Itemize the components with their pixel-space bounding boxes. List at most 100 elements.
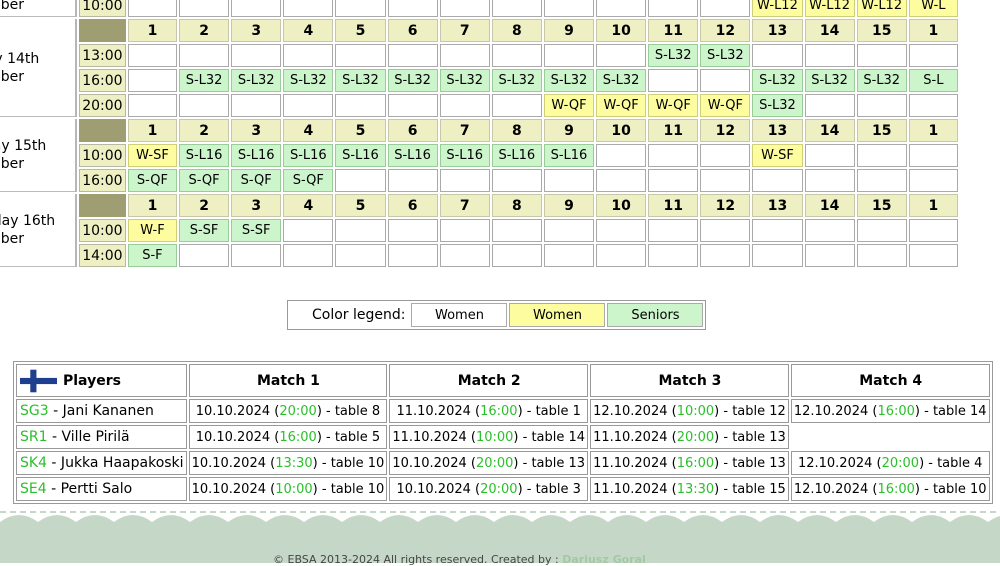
empty-cell bbox=[596, 0, 647, 17]
match-cell[interactable]: S-L16 bbox=[335, 144, 386, 167]
player-code-link[interactable]: SE4 bbox=[20, 481, 47, 497]
match-cell[interactable]: S-QF bbox=[283, 169, 334, 192]
empty-cell bbox=[596, 169, 647, 192]
match-cell[interactable]: W-QF bbox=[596, 94, 647, 117]
match-cell[interactable]: S-L32 bbox=[543, 69, 595, 92]
empty-cell bbox=[335, 0, 386, 17]
match-cell[interactable]: S-L16 bbox=[491, 144, 542, 167]
match-cell[interactable]: W-F bbox=[127, 219, 178, 242]
match-cell[interactable]: S-L32 bbox=[596, 69, 647, 92]
match-cell[interactable]: S-L32 bbox=[752, 69, 803, 92]
empty-cell bbox=[908, 244, 958, 267]
match-cell[interactable]: S-L32 bbox=[439, 69, 490, 92]
table-number-15: 15 bbox=[856, 194, 907, 217]
match-cell[interactable]: W-QF bbox=[543, 94, 595, 117]
empty-cell bbox=[283, 219, 334, 242]
empty-cell bbox=[439, 219, 490, 242]
player-cell: SK4 - Jukka Haapakoski bbox=[16, 451, 187, 475]
empty-cell bbox=[439, 244, 490, 267]
match-cell[interactable]: S-L16 bbox=[439, 144, 490, 167]
match-cell[interactable]: S-L16 bbox=[543, 144, 595, 167]
legend-women-yellow: Women bbox=[509, 303, 606, 327]
match-table: ) - table 15 bbox=[714, 481, 786, 497]
match-time: 16:00 bbox=[877, 481, 915, 497]
footer-copyright: © EBSA 2013-2024 All rights reserved. Cr… bbox=[273, 554, 646, 566]
player-code-link[interactable]: SR1 bbox=[20, 429, 48, 445]
empty-cell bbox=[596, 44, 647, 67]
match-2-cell: 11.10.2024 (16:00) - table 1 bbox=[389, 399, 589, 423]
match-time: 16:00 bbox=[480, 403, 518, 419]
player-code-link[interactable]: SK4 bbox=[20, 455, 47, 471]
table-number-13: 13 bbox=[752, 119, 803, 142]
player-row: SE4 - Pertti Salo 10.10.2024 (10:00) - ta… bbox=[16, 477, 990, 501]
empty-cell bbox=[752, 169, 803, 192]
match-cell[interactable]: S-QF bbox=[127, 169, 178, 192]
day-label: October bbox=[0, 0, 77, 17]
time-slot-row: 10:00 W-F S-SF S-SF bbox=[0, 219, 958, 242]
empty-cell bbox=[596, 244, 647, 267]
match-cell[interactable]: W-L12 bbox=[804, 0, 855, 17]
match-date: 11.10.2024 ( bbox=[392, 429, 476, 445]
player-code-link[interactable]: SG3 bbox=[20, 403, 49, 419]
match-cell[interactable]: S-L32 bbox=[231, 69, 282, 92]
match-cell[interactable]: S-QF bbox=[179, 169, 230, 192]
match-table: ) - table 10 bbox=[312, 481, 385, 497]
match-cell[interactable]: W-L12 bbox=[856, 0, 907, 17]
table-number-4: 4 bbox=[283, 119, 334, 142]
table-number-13: 13 bbox=[752, 194, 803, 217]
match-cell[interactable]: S-F bbox=[127, 244, 178, 267]
match-cell[interactable]: S-L32 bbox=[335, 69, 386, 92]
empty-cell bbox=[491, 44, 542, 67]
match-3-cell: 12.10.2024 (10:00) - table 12 bbox=[590, 399, 789, 423]
match-time: 20:00 bbox=[881, 455, 920, 471]
match-time: 10:00 bbox=[676, 403, 715, 419]
match-cell[interactable]: S-L16 bbox=[231, 144, 282, 167]
match-time: 16:00 bbox=[877, 403, 915, 419]
match-cell[interactable]: S-L32 bbox=[491, 69, 542, 92]
match-cell[interactable]: S-L16 bbox=[283, 144, 334, 167]
match-date: 10.10.2024 ( bbox=[195, 403, 280, 419]
time-slot: 20:00 bbox=[78, 94, 126, 117]
empty-cell bbox=[908, 44, 958, 67]
corner-cell bbox=[78, 19, 126, 42]
match-cell[interactable]: S-L32 bbox=[387, 69, 438, 92]
match-cell[interactable]: S-L32 bbox=[283, 69, 334, 92]
empty-cell bbox=[700, 0, 751, 17]
empty-cell bbox=[804, 94, 855, 117]
match-cell[interactable]: S-L32 bbox=[179, 69, 230, 92]
table-number-12: 12 bbox=[700, 194, 751, 217]
match-cell[interactable]: S-L32 bbox=[856, 69, 907, 92]
table-number-15: 15 bbox=[856, 119, 907, 142]
match-cell[interactable]: S-QF bbox=[231, 169, 282, 192]
match-cell[interactable]: S-L bbox=[908, 69, 958, 92]
match-cell[interactable]: S-L32 bbox=[700, 44, 751, 67]
match-cell[interactable]: S-L32 bbox=[648, 44, 699, 67]
match-cell[interactable]: S-L16 bbox=[387, 144, 438, 167]
match-cell[interactable]: S-SF bbox=[231, 219, 282, 242]
players-header-label: Players bbox=[63, 372, 121, 389]
table-number-11: 11 bbox=[648, 119, 699, 142]
match-table: ) - table 13 bbox=[513, 455, 586, 471]
match-cell[interactable]: W-SF bbox=[127, 144, 178, 167]
empty-cell bbox=[804, 144, 855, 167]
match-cell[interactable]: W-QF bbox=[648, 94, 699, 117]
match-cell[interactable]: W-SF bbox=[752, 144, 803, 167]
match-table: ) - table 10 bbox=[914, 481, 987, 497]
time-slot: 10:00 bbox=[78, 219, 126, 242]
match-cell[interactable]: W-QF bbox=[700, 94, 751, 117]
empty-cell bbox=[231, 0, 282, 17]
table-number-8: 8 bbox=[491, 119, 542, 142]
empty-cell bbox=[752, 44, 803, 67]
author-link[interactable]: Dariusz Goral bbox=[562, 553, 646, 566]
table-number-15: 15 bbox=[856, 19, 907, 42]
match-cell[interactable]: S-L32 bbox=[752, 94, 803, 117]
match-cell[interactable]: S-L32 bbox=[804, 69, 855, 92]
match-cell[interactable]: W-L12 bbox=[752, 0, 803, 17]
empty-cell bbox=[231, 94, 282, 117]
match-cell[interactable]: S-L16 bbox=[179, 144, 230, 167]
match-cell[interactable]: S-SF bbox=[179, 219, 230, 242]
match-cell[interactable]: W-L bbox=[908, 0, 958, 17]
day-label: nday 14th October bbox=[0, 19, 77, 117]
